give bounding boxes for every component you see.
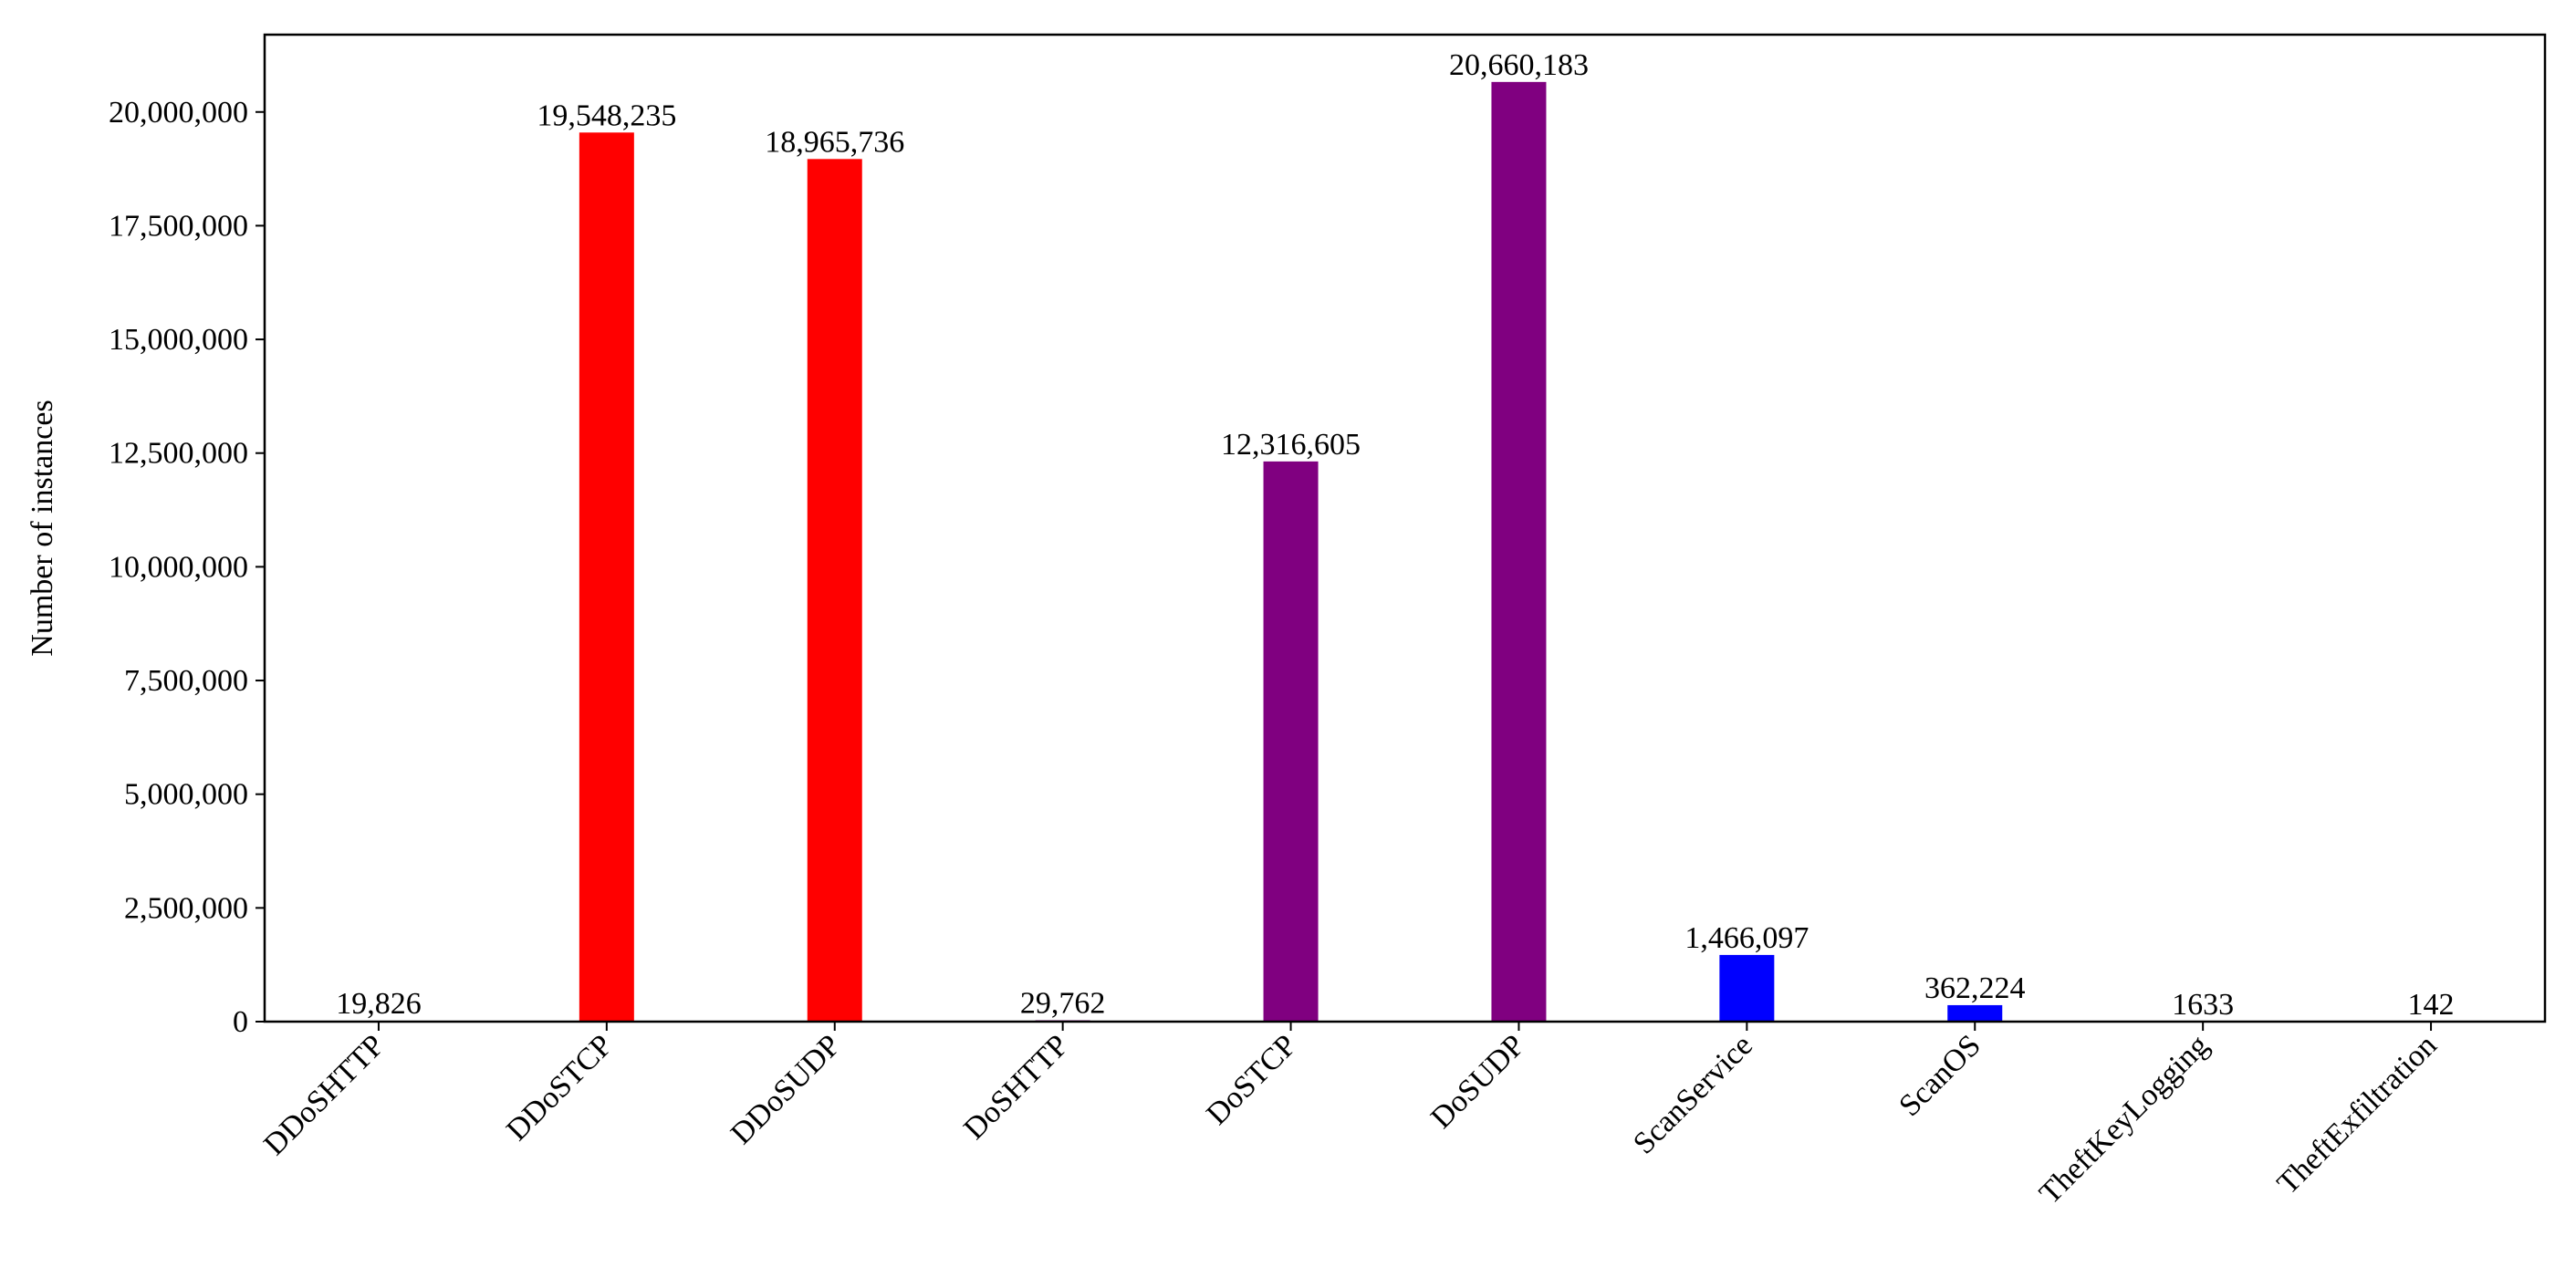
y-tick-label: 2,500,000 xyxy=(124,891,248,925)
y-tick-label: 5,000,000 xyxy=(124,778,248,812)
x-tick-label: DoSTCP xyxy=(1200,1028,1303,1131)
bar-value-label: 29,762 xyxy=(1020,987,1106,1021)
bar xyxy=(1947,1004,2003,1022)
bar-value-label: 18,965,736 xyxy=(765,125,904,159)
bar-value-label: 1633 xyxy=(2172,988,2234,1022)
value-labels: 19,826 19,548,235 18,965,736 29,762 12,316,6… xyxy=(336,48,2454,1022)
bar xyxy=(579,132,634,1022)
x-tick-label: DDoSUDP xyxy=(725,1028,847,1150)
bar-value-label: 19,548,235 xyxy=(537,99,676,132)
x-tick-label: DoSUDP xyxy=(1424,1028,1531,1135)
y-tick-label: 20,000,000 xyxy=(109,96,248,130)
bar-value-label: 142 xyxy=(2408,988,2455,1022)
y-tick-label: 7,500,000 xyxy=(124,664,248,698)
x-tick-label: TheftExfiltration xyxy=(2271,1028,2444,1200)
bar-value-label: 19,826 xyxy=(336,987,422,1021)
y-tick-label: 10,000,000 xyxy=(109,550,248,584)
y-axis-ticks: 0 2,500,000 5,000,000 7,500,000 10,000,000 12… xyxy=(109,96,265,1039)
x-axis-ticks: DDoSHTTP DDoSTCP DDoSUDP DoSHTTP DoSTCP DoSUD… xyxy=(257,1022,2444,1210)
bar xyxy=(1491,81,1547,1023)
x-tick-label: DoSHTTP xyxy=(957,1028,1075,1146)
bar-value-label: 12,316,605 xyxy=(1221,428,1361,462)
bar-value-label: 20,660,183 xyxy=(1449,48,1589,82)
x-tick-label: DDoSHTTP xyxy=(257,1028,391,1161)
y-tick-label: 15,000,000 xyxy=(109,323,248,357)
y-tick-label: 17,500,000 xyxy=(109,209,248,243)
y-axis-label: Number of instances xyxy=(26,400,59,656)
plot-frame xyxy=(263,33,2547,1023)
x-tick-label: ScanService xyxy=(1627,1028,1759,1160)
y-tick-label: 0 xyxy=(233,1005,248,1039)
bar-value-label: 362,224 xyxy=(1924,971,2026,1005)
x-tick-label: TheftKeyLogging xyxy=(2033,1028,2216,1210)
bars xyxy=(350,81,2459,1023)
x-tick-label: ScanOS xyxy=(1893,1028,1987,1123)
y-tick-label: 12,500,000 xyxy=(109,437,248,471)
bar xyxy=(1263,461,1319,1022)
bar-value-label: 1,466,097 xyxy=(1684,921,1809,955)
bar xyxy=(807,159,862,1022)
x-tick-label: DDoSTCP xyxy=(500,1028,619,1147)
bar xyxy=(1719,954,1775,1022)
